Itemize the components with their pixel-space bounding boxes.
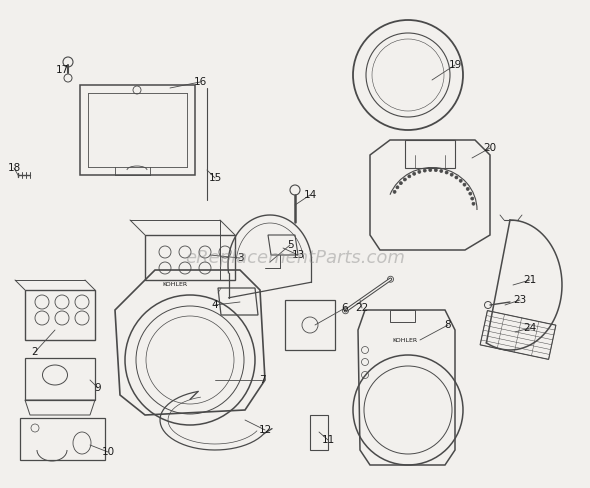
Text: 22: 22 [355, 303, 369, 313]
Text: 4: 4 [212, 300, 218, 310]
Circle shape [408, 175, 411, 178]
Circle shape [429, 168, 432, 172]
Circle shape [434, 169, 437, 172]
Text: 17: 17 [55, 65, 68, 75]
Circle shape [466, 187, 469, 190]
Text: 16: 16 [194, 77, 206, 87]
Circle shape [450, 173, 453, 176]
Text: 2: 2 [32, 347, 38, 357]
Circle shape [463, 183, 466, 186]
Text: 11: 11 [322, 435, 335, 445]
Circle shape [455, 176, 458, 179]
Text: 14: 14 [303, 190, 317, 200]
Circle shape [396, 186, 399, 189]
Circle shape [469, 192, 472, 195]
Circle shape [423, 169, 426, 172]
Text: 10: 10 [101, 447, 114, 457]
Text: eReplacementParts.com: eReplacementParts.com [185, 249, 405, 267]
Circle shape [399, 182, 402, 184]
Text: 6: 6 [342, 303, 348, 313]
Circle shape [440, 169, 443, 172]
Text: 20: 20 [483, 143, 497, 153]
Text: 12: 12 [258, 425, 271, 435]
Text: 9: 9 [94, 383, 101, 393]
Text: 7: 7 [258, 375, 266, 385]
Circle shape [412, 172, 416, 175]
Circle shape [418, 170, 421, 173]
Text: 15: 15 [208, 173, 222, 183]
Text: 5: 5 [287, 240, 293, 250]
Text: 8: 8 [445, 320, 451, 330]
Text: 19: 19 [448, 60, 461, 70]
Text: 23: 23 [513, 295, 527, 305]
Circle shape [471, 197, 474, 200]
Text: 13: 13 [291, 250, 304, 260]
Text: 24: 24 [523, 323, 537, 333]
Text: 3: 3 [237, 253, 243, 263]
Circle shape [472, 202, 475, 205]
Text: 21: 21 [523, 275, 537, 285]
Circle shape [404, 178, 407, 181]
Text: KOHLER: KOHLER [392, 338, 418, 343]
Circle shape [445, 171, 448, 174]
Circle shape [393, 190, 396, 193]
Text: 18: 18 [7, 163, 21, 173]
Text: KOHLER: KOHLER [162, 283, 188, 287]
Circle shape [459, 179, 462, 183]
